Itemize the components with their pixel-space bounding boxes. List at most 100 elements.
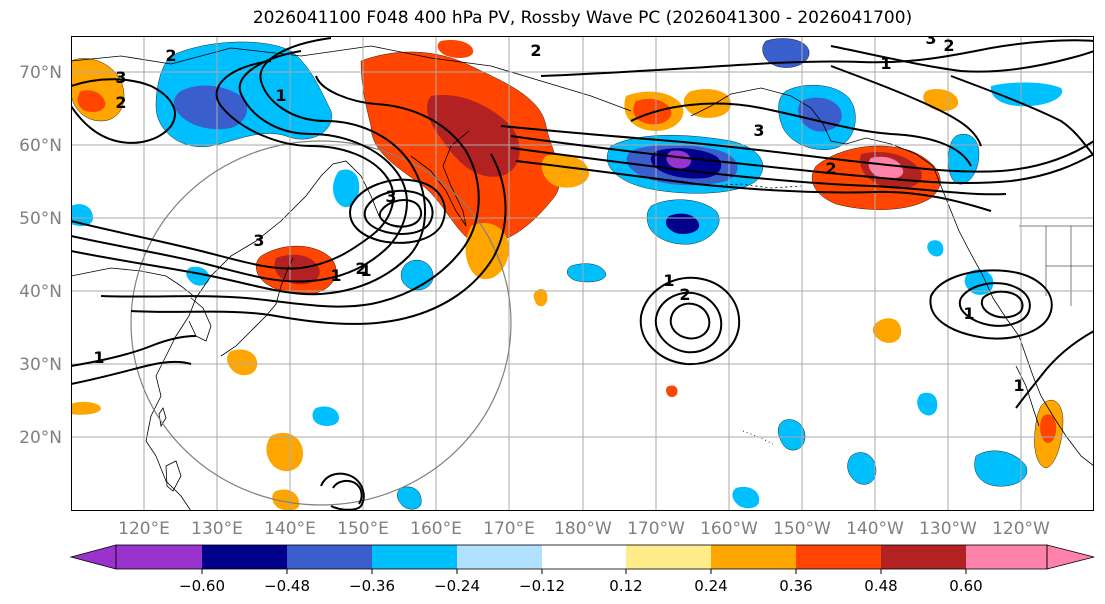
lon-label: 130°W	[919, 519, 977, 539]
colorbar-segment	[711, 545, 796, 569]
contour-label: 1	[93, 348, 104, 367]
pv-anomaly-west-pac	[227, 349, 258, 376]
contour-arctic-2	[830, 45, 1095, 73]
map-svg: 2 3 1 2 3 1 2 3 1 2 3 2 3 1 1 2 1 1 2 1	[70, 29, 1095, 512]
coastline-siberia-north	[70, 45, 632, 112]
contour-label: 3	[385, 187, 396, 206]
lon-label: 120°E	[118, 519, 170, 539]
contour-label: 1	[1013, 376, 1024, 395]
colorbar-tick-label: −0.24	[434, 577, 480, 595]
pv-anomaly-mid-pac-small	[533, 289, 548, 307]
coastlines	[70, 45, 1095, 512]
lon-axis-labels: 120°E 130°E 140°E 150°E 160°E 170°E 180°…	[118, 519, 1050, 539]
lon-label: 180°W	[554, 519, 612, 539]
contour-label: 2	[115, 93, 126, 112]
pv-anomaly-aleutian-south-core	[665, 213, 700, 234]
contour-jet-3	[70, 37, 427, 296]
lon-label: 140°W	[846, 519, 904, 539]
coastline-hawaii	[742, 430, 774, 445]
map-panel: 2 3 1 2 3 1 2 3 1 2 3 2 3 1 1 2 1 1 2 1	[70, 29, 1095, 512]
colorbar-extend-right	[1046, 544, 1095, 570]
reference-circle	[130, 140, 512, 506]
coastline-na-west	[948, 205, 1095, 467]
colorbar-segment	[287, 545, 372, 569]
lat-label: 20°N	[19, 428, 62, 448]
contour-jet-1	[70, 60, 395, 270]
contour-west-arc	[70, 335, 197, 367]
contour-arctic-3	[950, 75, 1095, 157]
lon-label: 140°E	[264, 519, 316, 539]
pv-anomaly-yukon	[762, 38, 810, 68]
pv-anomaly-south-china	[266, 432, 303, 472]
contour-label: 2	[165, 46, 176, 65]
contour-northpac-1	[500, 125, 1095, 173]
contour-northpac-4	[515, 160, 992, 212]
contour-arctic-1	[540, 39, 1095, 77]
contour-label: 2	[943, 36, 954, 55]
coastline-asia-east	[70, 267, 197, 512]
contour-east-low-outer	[929, 269, 1053, 340]
contour-east-low-core	[980, 290, 1024, 319]
colorbar-segment	[457, 545, 542, 569]
pv-anomaly-west-edge-core	[77, 90, 106, 112]
lon-label: 150°E	[337, 519, 389, 539]
contour-east-low-inner	[958, 282, 1031, 327]
pv-anomaly-aleutian-east	[927, 240, 944, 257]
contour-low-2	[363, 189, 434, 235]
pv-anomaly-canada-small	[923, 89, 959, 112]
coastline-japan	[220, 257, 294, 357]
colorbar-segment	[372, 545, 457, 569]
contour-label: 2	[355, 259, 366, 278]
pv-anomaly-hawaii-north	[665, 385, 678, 397]
lat-label: 70°N	[19, 63, 62, 83]
colorbar-tick-label: 0.24	[694, 577, 727, 595]
contour-label: 1	[360, 261, 371, 280]
coastline-taiwan	[158, 407, 167, 428]
graticule	[71, 36, 1094, 511]
lon-label: 150°W	[773, 519, 831, 539]
lat-label: 60°N	[19, 136, 62, 156]
lon-label: 130°E	[191, 519, 243, 539]
contour-jet-4	[100, 75, 480, 308]
colorbar-segment	[202, 545, 287, 569]
pv-anomaly-central-asia	[333, 169, 360, 208]
contour-west-arc-2	[70, 360, 192, 385]
colorbar-segment	[966, 545, 1047, 569]
contour-label: 1	[963, 304, 974, 323]
colorbar-segment	[881, 545, 966, 569]
colorbar-tick-label: 0.36	[779, 577, 812, 595]
contour-low-1	[349, 178, 446, 244]
pv-anomaly-canada-arctic	[990, 82, 1063, 107]
colorbar-tick-label: −0.36	[349, 577, 395, 595]
contour-south-ring-2	[332, 479, 363, 505]
pv-anomaly-south-edge	[272, 489, 300, 511]
colorbar-extend-left	[69, 544, 117, 570]
contour-cutoff-outer	[639, 276, 741, 366]
lon-label: 120°W	[992, 519, 1050, 539]
colorbar-segment	[796, 545, 881, 569]
contour-label: 1	[880, 54, 891, 73]
contour-label: 2	[825, 159, 836, 178]
map-frame	[71, 36, 1094, 511]
pv-anomaly-east-pac-1	[974, 450, 1028, 487]
colorbar-tick-label: −0.12	[519, 577, 565, 595]
colorbar-tick-label: −0.48	[264, 577, 310, 595]
contour-label: 3	[753, 121, 764, 140]
pv-anomaly-east-pac-2	[917, 392, 938, 416]
pv-anomaly-west-siberia-core	[173, 85, 248, 130]
lon-label: 160°E	[410, 519, 462, 539]
contour-aleutian-ridge	[630, 102, 972, 167]
contour-label: 1	[275, 86, 286, 105]
colorbar-tick-labels: −0.60 −0.48 −0.36 −0.24 −0.12 0.12 0.24 …	[179, 577, 983, 595]
pv-anomaly-okhotsk-small	[541, 154, 590, 188]
colorbar-ticks	[201, 569, 967, 574]
contour-label: 3	[115, 68, 126, 87]
contour-south-ring-1	[320, 472, 365, 511]
colorbar-segment	[542, 545, 626, 569]
colorbar-frame	[115, 544, 1048, 570]
pv-anomaly-arctic-small	[437, 40, 474, 58]
contour-label: 1	[330, 266, 341, 285]
contour-cutoff-mid	[654, 291, 723, 354]
colorbar-tick-label: 0.12	[609, 577, 642, 595]
